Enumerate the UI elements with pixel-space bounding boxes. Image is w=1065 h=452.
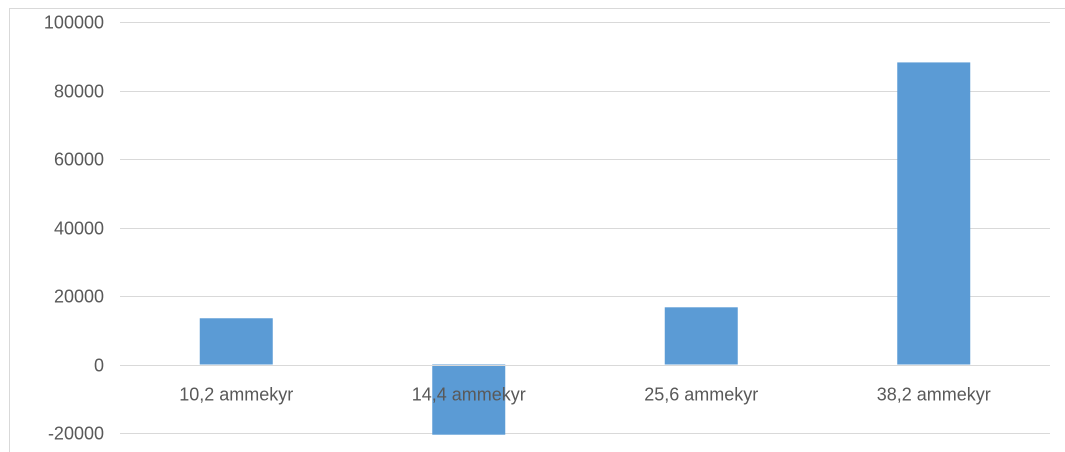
y-tick-label: 0 [94,356,104,376]
bar [664,307,738,365]
bar [897,62,971,365]
gridlines [120,22,1050,434]
bar [432,364,506,435]
y-tick-label: 100000 [44,13,104,33]
x-axis-tick-labels: 10,2 ammekyr 14,4 ammekyr 25,6 ammekyr 38,2… [179,385,991,405]
y-tick-label: 80000 [54,82,104,102]
y-axis-tick-labels: 100000 80000 60000 40000 20000 0 -20000 [44,13,104,444]
x-tick-label: 14,4 ammekyr [412,385,526,405]
x-tick-label: 10,2 ammekyr [179,385,293,405]
x-tick-label: 25,6 ammekyr [644,385,758,405]
y-tick-label: -20000 [48,424,104,444]
y-tick-label: 20000 [54,287,104,307]
chart-frame [9,8,1065,452]
x-tick-label: 38,2 ammekyr [877,385,991,405]
bar [199,318,273,365]
y-tick-label: 40000 [54,219,104,239]
y-tick-label: 60000 [54,150,104,170]
bars [199,62,971,435]
